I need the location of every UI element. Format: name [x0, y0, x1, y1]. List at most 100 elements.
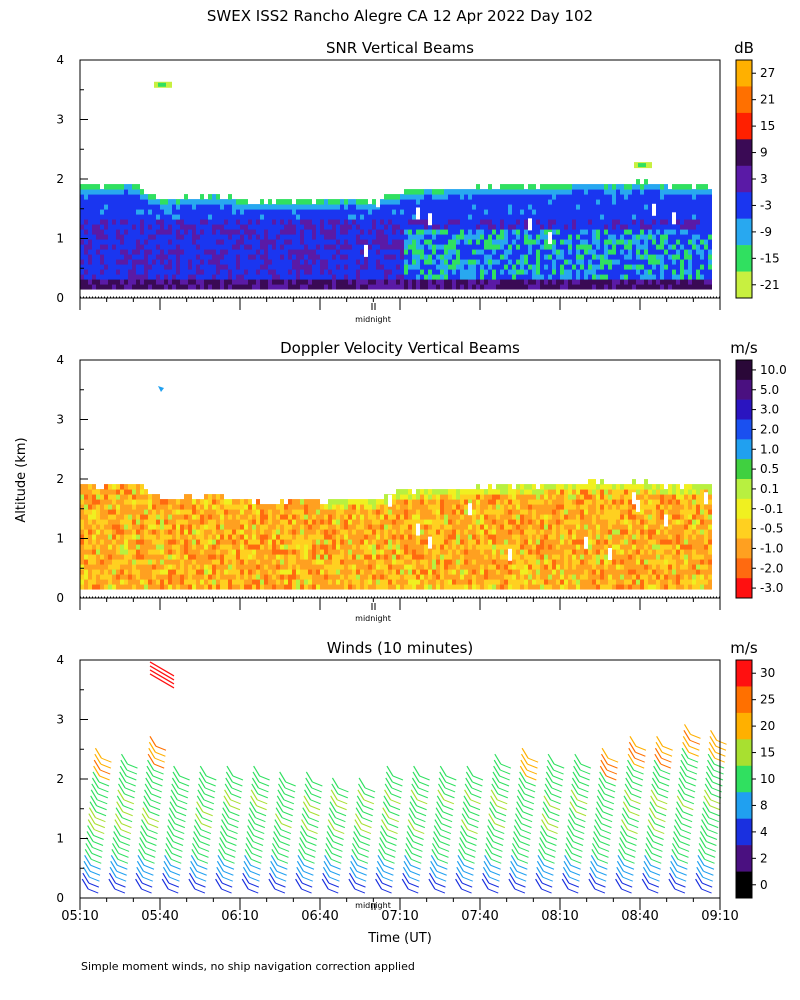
- doppler-cell: [364, 574, 368, 580]
- doppler-cell: [328, 519, 332, 525]
- doppler-cell: [204, 494, 208, 500]
- snr-cell: [116, 254, 120, 260]
- snr-cell: [564, 204, 568, 210]
- doppler-cell: [376, 504, 380, 510]
- doppler-cell: [196, 534, 200, 540]
- doppler-cell: [160, 514, 164, 520]
- snr-cell: [608, 284, 612, 290]
- snr-cell: [568, 259, 572, 265]
- doppler-cell: [416, 559, 420, 565]
- snr-cell: [672, 239, 676, 245]
- doppler-cell: [92, 484, 96, 490]
- snr-cell: [388, 199, 392, 205]
- snr-cell: [472, 214, 476, 220]
- doppler-cell: [216, 519, 220, 525]
- snr-cell: [276, 234, 280, 240]
- doppler-cell: [308, 554, 312, 560]
- snr-cell: [244, 274, 248, 280]
- snr-cell: [216, 194, 220, 200]
- snr-cell: [292, 234, 296, 240]
- snr-cell: [564, 194, 568, 200]
- doppler-cell: [328, 499, 332, 505]
- snr-cell: [176, 234, 180, 240]
- snr-cell: [568, 204, 572, 210]
- doppler-cell: [420, 534, 424, 540]
- snr-cell: [296, 219, 300, 225]
- doppler-cell: [424, 534, 428, 540]
- doppler-cell: [116, 584, 120, 590]
- doppler-cell: [128, 489, 132, 495]
- doppler-cell: [260, 529, 264, 535]
- snr-cell: [140, 214, 144, 220]
- doppler-cell: [144, 539, 148, 545]
- snr-cell: [568, 219, 572, 225]
- doppler-cell: [324, 529, 328, 535]
- doppler-cell: [132, 569, 136, 575]
- doppler-cell: [284, 579, 288, 585]
- doppler-cell: [152, 499, 156, 505]
- snr-cell: [116, 209, 120, 215]
- snr-cell: [180, 199, 184, 205]
- snr-cell: [644, 234, 648, 240]
- snr-cell: [412, 259, 416, 265]
- snr-cell: [328, 249, 332, 255]
- snr-cell: [328, 269, 332, 275]
- doppler-cell: [180, 524, 184, 530]
- doppler-cell: [220, 529, 224, 535]
- doppler-cell: [96, 524, 100, 530]
- doppler-cell: [396, 539, 400, 545]
- snr-cell: [372, 199, 376, 205]
- doppler-cell: [332, 544, 336, 550]
- snr-cell: [180, 259, 184, 265]
- snr-cell: [120, 239, 124, 245]
- doppler-cell: [88, 549, 92, 555]
- snr-cell: [672, 204, 676, 210]
- snr-cell: [296, 264, 300, 270]
- snr-cell: [228, 219, 232, 225]
- snr-cell: [560, 254, 564, 260]
- doppler-cell: [248, 569, 252, 575]
- doppler-cell: [204, 514, 208, 520]
- doppler-cell: [240, 524, 244, 530]
- snr-cell: [500, 274, 504, 280]
- doppler-cell: [380, 549, 384, 555]
- snr-cell: [140, 239, 144, 245]
- snr-cell: [152, 214, 156, 220]
- snr-cell: [472, 269, 476, 275]
- doppler-cell: [300, 559, 304, 565]
- colorbar-label: -3: [760, 198, 772, 212]
- snr-cell: [80, 204, 84, 210]
- doppler-cell: [428, 559, 432, 565]
- snr-cell: [544, 254, 548, 260]
- snr-cell: [216, 204, 220, 210]
- snr-cell: [448, 264, 452, 270]
- snr-cell: [636, 254, 640, 260]
- snr-cell: [644, 279, 648, 285]
- snr-cell: [80, 274, 84, 280]
- snr-cell: [348, 264, 352, 270]
- snr-cell: [428, 194, 432, 200]
- doppler-cell: [292, 569, 296, 575]
- snr-cell: [368, 274, 372, 280]
- doppler-cell: [440, 504, 444, 510]
- snr-cell: [692, 244, 696, 250]
- snr-cell: [272, 239, 276, 245]
- doppler-cell: [432, 534, 436, 540]
- doppler-cell: [424, 509, 428, 515]
- doppler-cell: [352, 569, 356, 575]
- snr-cell: [208, 259, 212, 265]
- doppler-cell: [328, 564, 332, 570]
- snr-cell: [404, 229, 408, 235]
- snr-cell: [356, 264, 360, 270]
- snr-gap: [652, 203, 658, 216]
- snr-cell: [460, 264, 464, 270]
- snr-cell: [608, 209, 612, 215]
- snr-cell: [288, 204, 292, 210]
- doppler-cell: [240, 534, 244, 540]
- doppler-cell: [284, 549, 288, 555]
- snr-cell: [484, 189, 488, 195]
- doppler-cell: [280, 554, 284, 560]
- snr-cell: [444, 229, 448, 235]
- doppler-cell: [340, 509, 344, 515]
- doppler-cell: [356, 539, 360, 545]
